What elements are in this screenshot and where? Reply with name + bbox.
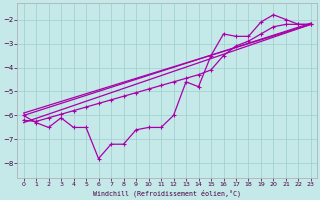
X-axis label: Windchill (Refroidissement éolien,°C): Windchill (Refroidissement éolien,°C) (93, 190, 241, 197)
